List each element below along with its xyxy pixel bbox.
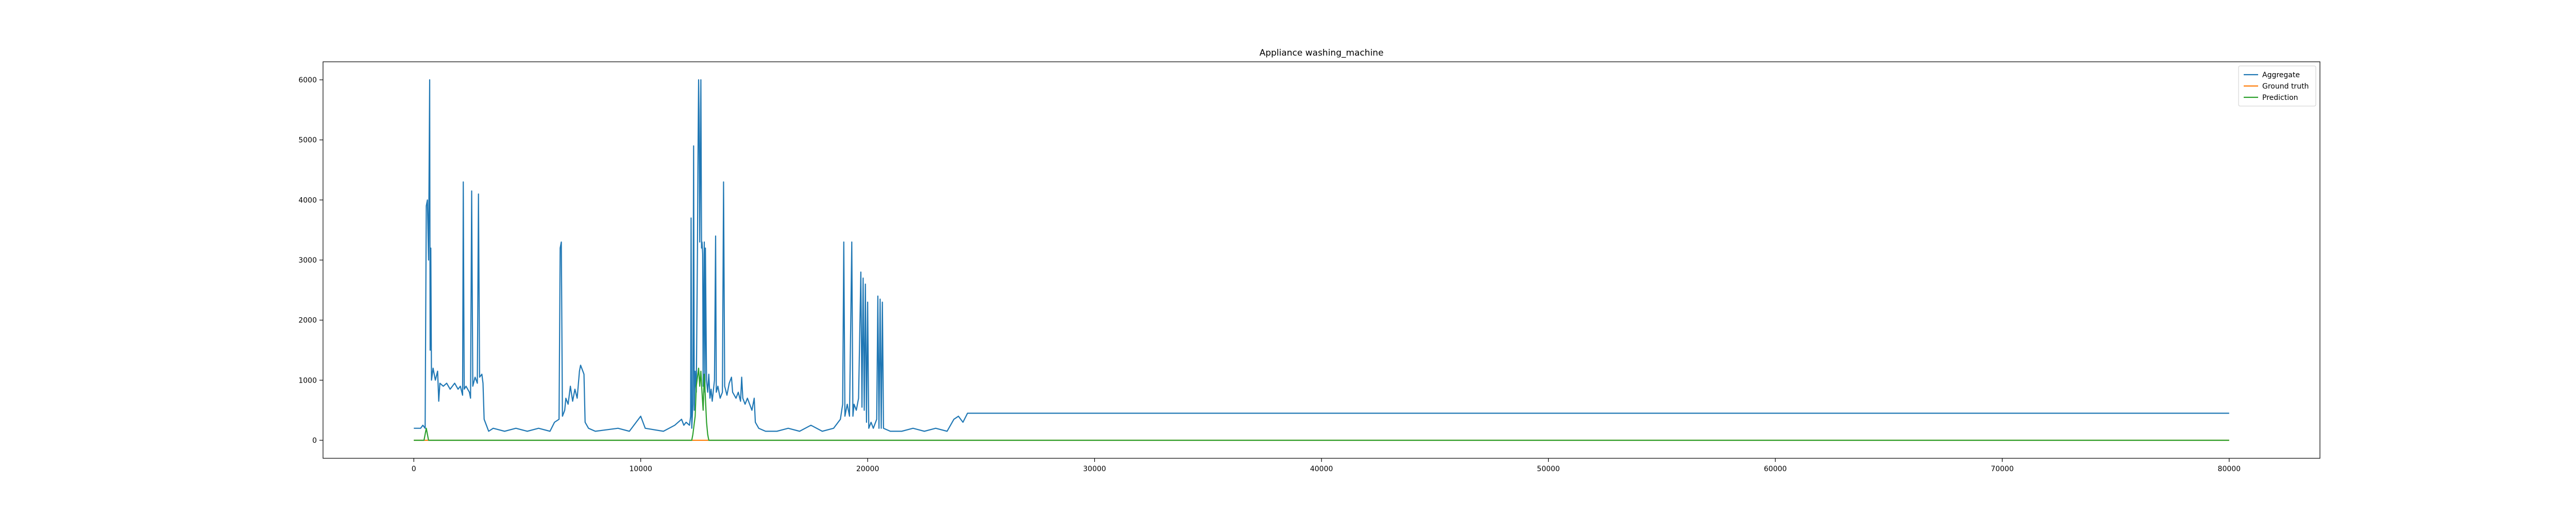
series-line-aggregate [414, 79, 2229, 432]
x-axis-ticks: 0 10000 20000 30000 40000 50000 60000 70000 8000… [412, 458, 2241, 473]
x-tick-label: 60000 [1764, 465, 1787, 473]
y-tick-label: 2000 [298, 317, 317, 325]
x-tick-label: 50000 [1537, 465, 1560, 473]
legend-label: Prediction [2262, 94, 2298, 102]
x-tick-label: 70000 [1991, 465, 2014, 473]
series-layer [414, 79, 2229, 441]
legend-label: Aggregate [2262, 71, 2300, 79]
y-tick-label: 1000 [298, 376, 317, 385]
legend-box [2238, 65, 2316, 107]
x-tick-label: 10000 [629, 465, 652, 473]
x-tick-label: 20000 [856, 465, 879, 473]
y-tick-label: 6000 [298, 76, 317, 84]
x-tick-label: 30000 [1083, 465, 1106, 473]
y-tick-label: 3000 [298, 256, 317, 265]
y-tick-label: 0 [312, 437, 317, 445]
y-axis-ticks: 0 1000 2000 3000 4000 5000 6000 [298, 76, 323, 445]
x-tick-label: 0 [412, 465, 416, 473]
x-tick-label: 80000 [2218, 465, 2241, 473]
y-tick-label: 5000 [298, 136, 317, 145]
series-line-prediction [414, 367, 2229, 441]
legend-label: Ground truth [2262, 82, 2309, 91]
chart-title: Appliance washing_machine [1260, 48, 1384, 58]
y-tick-label: 4000 [298, 196, 317, 204]
x-tick-label: 40000 [1310, 465, 1333, 473]
legend: Aggregate Ground truth Prediction [2238, 65, 2316, 107]
plot-frame [323, 61, 2320, 459]
